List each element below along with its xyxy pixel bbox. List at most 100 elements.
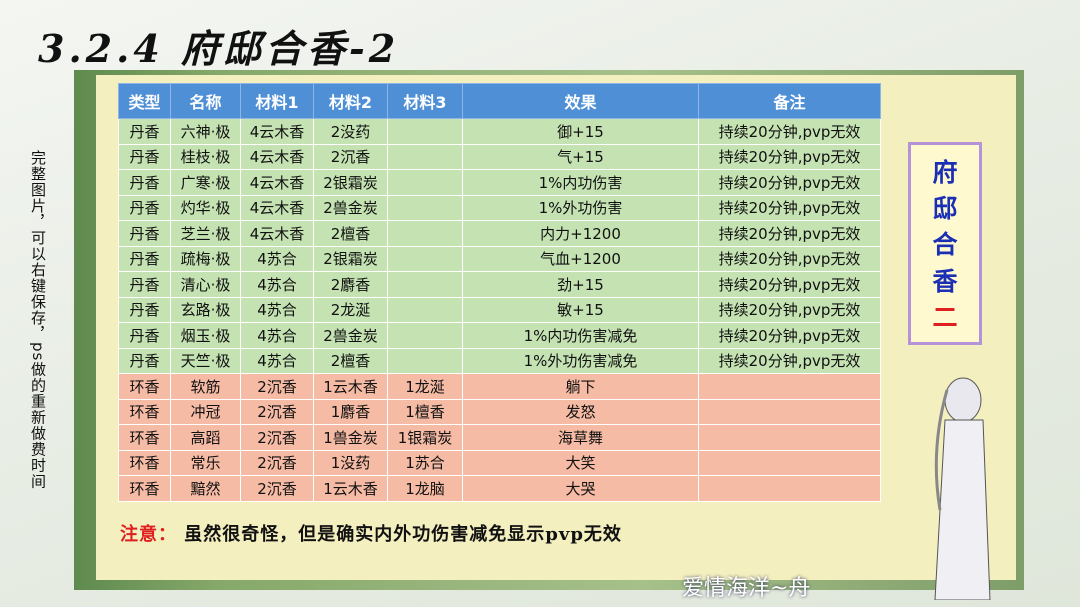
table-cell: 黯然 xyxy=(170,475,241,502)
table-cell: 丹香 xyxy=(118,347,171,374)
table-row: 丹香 广寒·极 4云木香 2银霜炭 1%内功伤害 持续20分钟,pvp无效 xyxy=(118,169,881,196)
badge-char: 二 xyxy=(932,302,958,332)
table-cell: 持续20分钟,pvp无效 xyxy=(698,271,881,298)
table-cell: 持续20分钟,pvp无效 xyxy=(698,194,881,221)
table-row: 丹香 天竺·极 4苏合 2檀香 1%外功伤害减免 持续20分钟,pvp无效 xyxy=(118,347,881,374)
table-cell xyxy=(387,347,463,374)
table-cell: 1兽金炭 xyxy=(313,424,388,451)
table-cell: 发怒 xyxy=(462,398,699,425)
table-cell: 4苏合 xyxy=(240,245,314,272)
table-cell: 丹香 xyxy=(118,118,171,145)
table-cell: 持续20分钟,pvp无效 xyxy=(698,296,881,323)
table-cell: 芝兰·极 xyxy=(170,220,241,247)
table-cell: 丹香 xyxy=(118,169,171,196)
table-cell: 丹香 xyxy=(118,322,171,349)
table-cell: 持续20分钟,pvp无效 xyxy=(698,322,881,349)
table-cell: 敏+15 xyxy=(462,296,699,323)
table-cell xyxy=(387,220,463,247)
table-header: 类型 名称 材料1 材料2 材料3 效果 备注 xyxy=(118,83,881,119)
title-badge: 府 邸 合 香 二 xyxy=(908,142,982,345)
badge-char: 香 xyxy=(932,266,958,296)
table-cell: 烟玉·极 xyxy=(170,322,241,349)
table-cell: 4云木香 xyxy=(240,220,314,247)
table-cell xyxy=(387,194,463,221)
table-cell xyxy=(387,245,463,272)
table-cell xyxy=(387,296,463,323)
table-cell: 环香 xyxy=(118,449,171,476)
table-cell: 1龙脑 xyxy=(387,475,463,502)
table-row: 丹香 烟玉·极 4苏合 2兽金炭 1%内功伤害减免 持续20分钟,pvp无效 xyxy=(118,322,881,349)
side-note: 完整图片，可以右键保存，ps做的重新做费时间 xyxy=(29,150,47,490)
incense-table: 类型 名称 材料1 材料2 材料3 效果 备注 丹香 六神·极 4云木香 2没药 御+15 持续20分… xyxy=(118,83,881,502)
table-cell: 4苏合 xyxy=(240,296,314,323)
table-cell: 玄路·极 xyxy=(170,296,241,323)
table-cell: 1银霜炭 xyxy=(387,424,463,451)
table-cell: 1麝香 xyxy=(313,398,388,425)
page-title: 3.2.4 府邸合香-2 xyxy=(38,26,400,71)
table-cell xyxy=(698,449,881,476)
table-cell: 1%外功伤害减免 xyxy=(462,347,699,374)
badge-char: 合 xyxy=(932,230,958,260)
table-cell: 2银霜炭 xyxy=(313,245,388,272)
table-cell: 1%内功伤害 xyxy=(462,169,699,196)
table-cell: 丹香 xyxy=(118,245,171,272)
table-cell: 2沉香 xyxy=(313,143,388,170)
table-cell: 4苏合 xyxy=(240,271,314,298)
table-cell: 环香 xyxy=(118,398,171,425)
table-row: 环香 冲冠 2沉香 1麝香 1檀香 发怒 xyxy=(118,398,881,425)
table-cell: 1苏合 xyxy=(387,449,463,476)
table-cell: 气+15 xyxy=(462,143,699,170)
table-cell: 4苏合 xyxy=(240,347,314,374)
table-cell: 大笑 xyxy=(462,449,699,476)
table-row: 环香 黯然 2沉香 1云木香 1龙脑 大哭 xyxy=(118,475,881,502)
table-cell: 1檀香 xyxy=(387,398,463,425)
table-row: 丹香 灼华·极 4云木香 2兽金炭 1%外功伤害 持续20分钟,pvp无效 xyxy=(118,194,881,221)
table-cell: 2沉香 xyxy=(240,449,314,476)
table-cell: 海草舞 xyxy=(462,424,699,451)
table-cell: 1%外功伤害 xyxy=(462,194,699,221)
table-cell: 2沉香 xyxy=(240,424,314,451)
table-cell: 环香 xyxy=(118,424,171,451)
table-cell: 4云木香 xyxy=(240,143,314,170)
table-row: 丹香 芝兰·极 4云木香 2檀香 内力+1200 持续20分钟,pvp无效 xyxy=(118,220,881,247)
column-header: 名称 xyxy=(170,83,241,119)
table-row: 环香 高蹈 2沉香 1兽金炭 1银霜炭 海草舞 xyxy=(118,424,881,451)
table-cell: 4苏合 xyxy=(240,322,314,349)
table-cell xyxy=(387,118,463,145)
table-cell: 躺下 xyxy=(462,373,699,400)
table-cell: 4云木香 xyxy=(240,118,314,145)
column-header: 材料3 xyxy=(387,83,463,119)
column-header: 效果 xyxy=(462,83,699,119)
table-cell: 2麝香 xyxy=(313,271,388,298)
table-row: 丹香 玄路·极 4苏合 2龙涎 敏+15 持续20分钟,pvp无效 xyxy=(118,296,881,323)
note-label: 注意： xyxy=(120,524,177,545)
table-cell xyxy=(698,373,881,400)
signature: 爱情海洋~舟 xyxy=(682,576,811,601)
column-header: 类型 xyxy=(118,83,171,119)
table-cell: 1%内功伤害减免 xyxy=(462,322,699,349)
table-cell: 高蹈 xyxy=(170,424,241,451)
table-cell: 疏梅·极 xyxy=(170,245,241,272)
character-illustration-icon xyxy=(934,377,991,600)
column-header: 备注 xyxy=(698,83,881,119)
table-cell: 丹香 xyxy=(118,296,171,323)
table-cell: 持续20分钟,pvp无效 xyxy=(698,245,881,272)
table-cell xyxy=(387,169,463,196)
badge-char: 府 xyxy=(932,158,958,188)
table-cell: 内力+1200 xyxy=(462,220,699,247)
table-cell: 4云木香 xyxy=(240,169,314,196)
table-cell xyxy=(387,271,463,298)
table-cell xyxy=(698,424,881,451)
table-cell: 2兽金炭 xyxy=(313,194,388,221)
column-header: 材料2 xyxy=(313,83,388,119)
table-cell: 2银霜炭 xyxy=(313,169,388,196)
table-cell: 御+15 xyxy=(462,118,699,145)
table-cell: 劲+15 xyxy=(462,271,699,298)
table-cell: 2沉香 xyxy=(240,373,314,400)
table-cell: 环香 xyxy=(118,475,171,502)
table-cell: 1云木香 xyxy=(313,475,388,502)
table-cell: 持续20分钟,pvp无效 xyxy=(698,220,881,247)
table-cell: 气血+1200 xyxy=(462,245,699,272)
table-cell: 持续20分钟,pvp无效 xyxy=(698,169,881,196)
table-cell: 持续20分钟,pvp无效 xyxy=(698,118,881,145)
